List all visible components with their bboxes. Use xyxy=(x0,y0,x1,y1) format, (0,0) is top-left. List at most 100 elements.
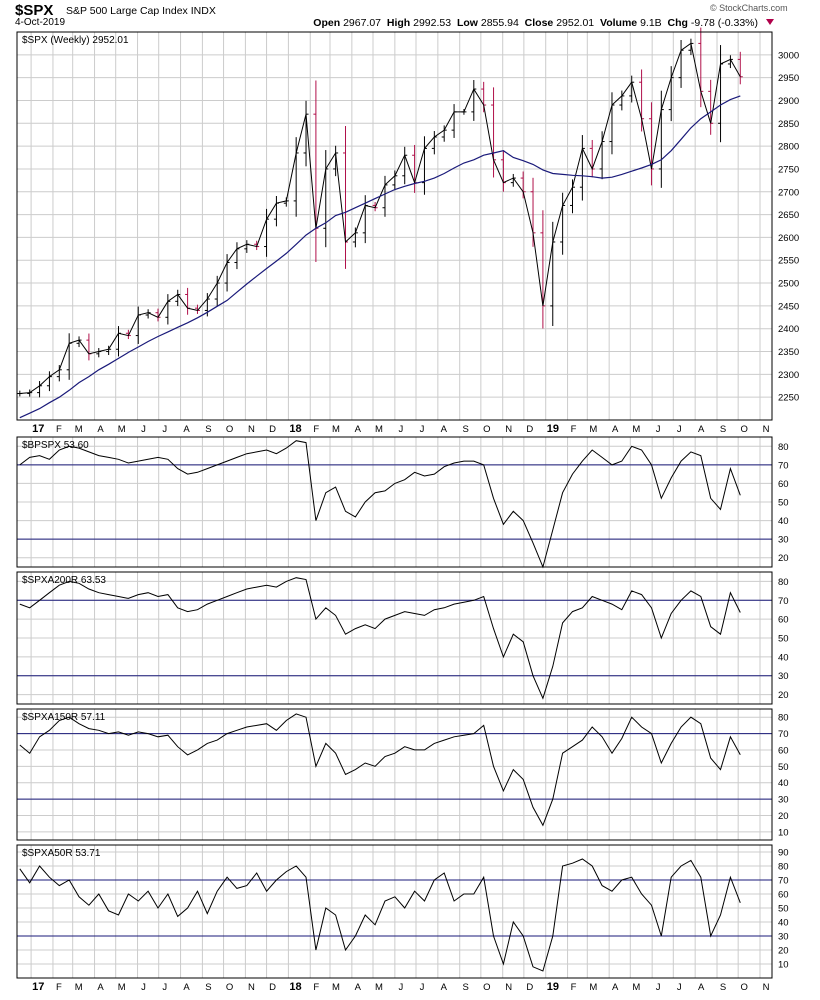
price-line xyxy=(19,42,741,394)
y-tick-label: 90 xyxy=(778,848,789,859)
y-tick-label: 70 xyxy=(778,460,789,471)
panel-legend: $SPXA200R 63.53 xyxy=(22,575,106,586)
y-tick-label: 20 xyxy=(778,811,789,822)
y-tick-label: 70 xyxy=(778,596,789,607)
x-tick-label: 19 xyxy=(547,423,559,435)
ohlc-readout: Open 2967.07 High 2992.53 Low 2855.94 Cl… xyxy=(313,17,758,29)
y-tick-label: 3000 xyxy=(778,50,799,61)
indicator-line xyxy=(19,713,741,827)
panel-legend: $SPXA50R 53.71 xyxy=(22,848,101,859)
panel-legend: $SPXA150R 57.11 xyxy=(22,712,106,723)
close-value: 2952.01 xyxy=(556,17,595,29)
panel-legend: $BPSPX 53.60 xyxy=(22,440,89,451)
x-tick-label: M xyxy=(75,424,83,435)
y-tick-label: 20 xyxy=(778,690,789,701)
x-tick-label: M xyxy=(332,982,340,993)
panel-frame xyxy=(16,571,773,705)
panel-frame xyxy=(16,31,773,421)
y-tick-label: 2250 xyxy=(778,393,799,404)
x-tick-label: F xyxy=(313,424,319,435)
x-tick-label: J xyxy=(677,982,682,993)
x-tick-label: A xyxy=(97,424,104,435)
y-tick-label: 30 xyxy=(778,932,789,943)
x-tick-label: M xyxy=(632,982,640,993)
y-tick-label: 40 xyxy=(778,778,789,789)
y-tick-label: 60 xyxy=(778,479,789,490)
y-tick-label: 40 xyxy=(778,918,789,929)
x-tick-label: J xyxy=(141,424,146,435)
x-tick-label: J xyxy=(656,424,661,435)
y-tick-label: 40 xyxy=(778,516,789,527)
x-tick-label: M xyxy=(332,424,340,435)
x-tick-label: M xyxy=(75,982,83,993)
x-tick-label: A xyxy=(612,982,619,993)
panel-frame xyxy=(16,436,773,568)
x-tick-label: J xyxy=(656,982,661,993)
y-tick-label: 60 xyxy=(778,745,789,756)
x-tick-label: N xyxy=(763,424,770,435)
x-tick-label: J xyxy=(162,982,167,993)
y-tick-label: 2600 xyxy=(778,233,799,244)
x-tick-label: D xyxy=(526,982,533,993)
x-tick-label: O xyxy=(740,982,747,993)
high-label: High xyxy=(386,17,411,29)
y-tick-label: 80 xyxy=(778,577,789,588)
x-tick-label: M xyxy=(632,424,640,435)
x-tick-label: F xyxy=(571,982,577,993)
y-tick-label: 50 xyxy=(778,904,789,915)
open-label: Open xyxy=(313,17,341,29)
y-tick-label: 2800 xyxy=(778,142,799,153)
x-tick-label: F xyxy=(56,982,62,993)
x-tick-label: M xyxy=(118,982,126,993)
x-tick-label: O xyxy=(226,424,233,435)
x-tick-label: A xyxy=(183,424,190,435)
x-tick-label: O xyxy=(740,424,747,435)
y-tick-label: 2400 xyxy=(778,324,799,335)
low-label: Low xyxy=(456,17,478,29)
volume-label: Volume xyxy=(600,17,638,29)
exchange: INDX xyxy=(190,5,216,17)
panel-frame xyxy=(16,708,773,841)
y-tick-label: 2500 xyxy=(778,279,799,290)
x-tick-label: N xyxy=(763,982,770,993)
y-tick-label: 60 xyxy=(778,890,789,901)
x-tick-label: A xyxy=(441,982,448,993)
change-value: -9.78 (-0.33%) xyxy=(690,17,758,29)
x-tick-label: O xyxy=(483,982,490,993)
y-tick-label: 10 xyxy=(778,827,789,838)
y-tick-label: 20 xyxy=(778,553,789,564)
x-tick-label: J xyxy=(420,982,425,993)
x-tick-label: J xyxy=(420,424,425,435)
x-tick-label: M xyxy=(375,424,383,435)
y-tick-label: 10 xyxy=(778,960,789,971)
x-tick-label: A xyxy=(355,424,362,435)
y-tick-label: 60 xyxy=(778,615,789,626)
x-tick-label: 19 xyxy=(547,981,559,993)
y-tick-label: 2750 xyxy=(778,164,799,175)
watermark: © StockCharts.com xyxy=(710,3,788,13)
x-tick-label: A xyxy=(355,982,362,993)
y-tick-label: 80 xyxy=(778,862,789,873)
y-tick-label: 2850 xyxy=(778,119,799,130)
x-tick-label: J xyxy=(677,424,682,435)
down-arrow-icon xyxy=(766,19,774,25)
y-tick-label: 30 xyxy=(778,535,789,546)
x-tick-label: S xyxy=(463,424,469,435)
y-tick-label: 70 xyxy=(778,729,789,740)
low-value: 2855.94 xyxy=(480,17,519,29)
open-value: 2967.07 xyxy=(343,17,382,29)
y-tick-label: 30 xyxy=(778,671,789,682)
x-tick-label: A xyxy=(612,424,619,435)
y-tick-label: 50 xyxy=(778,498,789,509)
x-tick-label: D xyxy=(269,982,276,993)
security-name: S&P 500 Large Cap Index xyxy=(66,5,188,17)
x-tick-label: N xyxy=(505,424,512,435)
x-tick-label: M xyxy=(589,982,597,993)
y-tick-label: 30 xyxy=(778,795,789,806)
panel-frame xyxy=(16,844,773,979)
x-tick-label: O xyxy=(483,424,490,435)
y-tick-label: 2950 xyxy=(778,73,799,84)
indicator-line xyxy=(19,858,741,972)
x-tick-label: M xyxy=(118,424,126,435)
y-tick-label: 2650 xyxy=(778,210,799,221)
